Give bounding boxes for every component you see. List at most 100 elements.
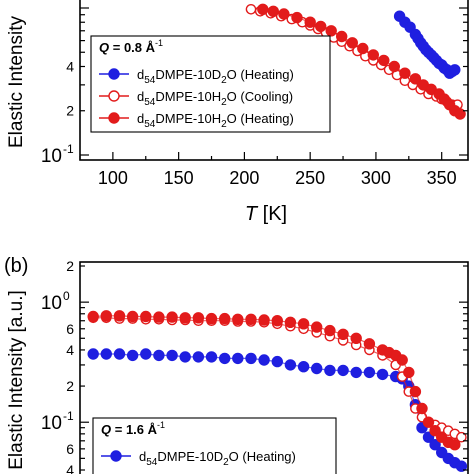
panel-a-y-tick-label: 10	[41, 146, 62, 167]
panel-a-legend-label: d54DMPE-10H2O (Cooling)	[137, 89, 293, 108]
panel-a-series-0-point	[449, 64, 461, 76]
panel-b-series-2-point	[113, 310, 126, 322]
panel-b-series-0-point	[245, 352, 257, 365]
panel-b-data-marks	[87, 310, 468, 472]
panel-a-legend-marker	[108, 112, 120, 124]
panel-a-series-2-point	[291, 11, 303, 24]
panel-a-y-tick-exponent: -1	[63, 142, 74, 156]
panel-b-series-0-point	[140, 348, 152, 360]
panel-a-x-axis-label: T [K]	[245, 203, 287, 225]
panel-a-legend-label: d54DMPE-10D2O (Heating)	[137, 67, 294, 86]
panel-b-series-2-point	[409, 385, 422, 398]
panel-a-y-minor-label: 4	[66, 58, 74, 74]
panel-b-series-2-point	[126, 310, 139, 323]
panel-b-series-0-point	[311, 362, 323, 375]
panel-b-y-axis-label: Elastic Intensity [a.u.]	[6, 290, 27, 470]
panel-a-series-2-point	[357, 42, 369, 55]
panel-b-y-minor-label: 6	[66, 441, 74, 457]
panel-b-series-2-point	[350, 332, 362, 344]
panel-b-series-2-point	[258, 314, 270, 326]
panel-b-legend-marker	[110, 450, 122, 462]
panel-b-label: (b)	[4, 255, 28, 277]
panel-b-series-2-point	[205, 312, 218, 325]
panel-b-series-2-point	[192, 312, 205, 324]
panel-b-series-2-point	[179, 312, 191, 324]
panel-b-legend-label: d54DMPE-10D2O (Heating)	[139, 449, 296, 468]
panel-a-x-tick-label: 150	[164, 168, 194, 188]
panel-a-x-tick-label: 100	[98, 168, 128, 188]
panel-a-series-2-point	[336, 30, 348, 43]
panel-b-series-0-point	[219, 352, 231, 365]
panel-b-series-0-point	[100, 348, 113, 360]
panel-a-legend-q: Q = 0.8 Å-1	[99, 38, 163, 55]
panel-b-series-2-point	[422, 416, 435, 428]
panel-b-y-minor-label: 4	[66, 462, 74, 474]
panel-a-series-2-point	[278, 8, 290, 20]
panel-a-plot-frame	[79, 0, 469, 161]
panel-b-y-tick-label: 10	[41, 413, 62, 434]
panel-a-x-tick-label: 250	[295, 168, 325, 188]
panel-b-legend-box	[92, 417, 337, 474]
panel-b-y-minor-label: 6	[66, 321, 74, 337]
panel-b-legend: Q = 1.6 Å-1 d54DMPE-10D2O (Heating)	[92, 417, 337, 474]
panel-b-legend-q: Q = 1.6 Å-1	[101, 420, 165, 437]
panel-b-series-0-point	[337, 364, 349, 377]
panel-b-series-0-point	[87, 348, 99, 360]
panel-a-series-2-point	[267, 5, 279, 17]
panel-a-legend: Q = 0.8 Å-1 d54DMPE-10D2O (Heating) d54DMP…	[90, 35, 331, 133]
panel-b-series-0-point	[192, 351, 205, 363]
panel-b-series-2-point	[153, 311, 165, 323]
panel-a: 100 150 200 250 300 350 10 -1 2 4 Elastic Intens…	[6, 0, 469, 225]
panel-b-series-0-point	[324, 364, 336, 377]
panel-b-series-0-point	[179, 351, 191, 363]
panel-a-legend-marker	[108, 90, 120, 102]
panel-a-y-axis-label: Elastic Intensity	[6, 16, 27, 148]
panel-a-series-2-point	[315, 20, 327, 33]
panel-a-series-2-point	[257, 3, 269, 15]
panel-b-y-minor-label: 2	[66, 258, 74, 274]
panel-b-series-2-point	[449, 439, 461, 451]
panel-b-series-0-line	[93, 353, 462, 467]
panel-b-series-0-point	[363, 366, 376, 379]
panel-b-y-tick-label: 10	[41, 293, 62, 314]
panel-b-series-0-point	[284, 359, 297, 371]
panel-b-series-1-point	[456, 431, 467, 443]
panel-b-y-tick-exponent: -1	[63, 409, 74, 423]
panel-b-series-2-point	[403, 366, 415, 379]
panel-b-plot-frame	[79, 261, 469, 474]
panel-a-series-2-point	[399, 67, 411, 79]
panel-a-series-2-point	[378, 54, 390, 67]
panel-a-series-1-point	[245, 4, 257, 15]
panel-a-x-ticks: 100 150 200 250 300 350	[79, 152, 457, 188]
panel-b-series-2-point	[337, 328, 349, 340]
panel-a-y-ticks: 10 -1 2 4	[41, 7, 468, 167]
panel-a-x-tick-label: 300	[361, 168, 391, 188]
panel-b-series-2-point	[363, 338, 376, 350]
panel-b-series-0-point	[126, 349, 139, 362]
panel-b-series-2-point	[232, 313, 244, 325]
panel-b-series-0-point	[429, 439, 441, 451]
panel-a-series-2-point	[346, 37, 358, 49]
panel-b-series-2-point	[87, 310, 99, 323]
panel-a-legend-box	[90, 35, 331, 133]
panel-a-series-2-point	[367, 49, 379, 61]
panel-b-series-0-point	[166, 349, 178, 362]
panel-a-x-tick-label: 200	[229, 168, 259, 188]
panel-a-series-2-point	[304, 16, 316, 28]
panel-a-x-tick-label: 350	[427, 168, 457, 188]
panel-b-series-0-point	[153, 349, 165, 362]
panel-b-series-2-point	[271, 315, 283, 327]
panel-b-series-0-point	[376, 368, 389, 381]
panel-b-series-0-point	[205, 351, 218, 363]
panel-b-series-2-line	[93, 315, 456, 446]
panel-b-series-0-point	[271, 355, 283, 368]
panel-b-series-2-point	[416, 402, 428, 415]
panel-a-data-marks	[245, 3, 466, 120]
panel-b-series-2-point	[297, 318, 310, 330]
panel-b-series-0-point	[258, 354, 270, 366]
panel-b-series-0-point	[350, 366, 362, 379]
panel-b-y-tick-exponent: 0	[63, 289, 70, 303]
